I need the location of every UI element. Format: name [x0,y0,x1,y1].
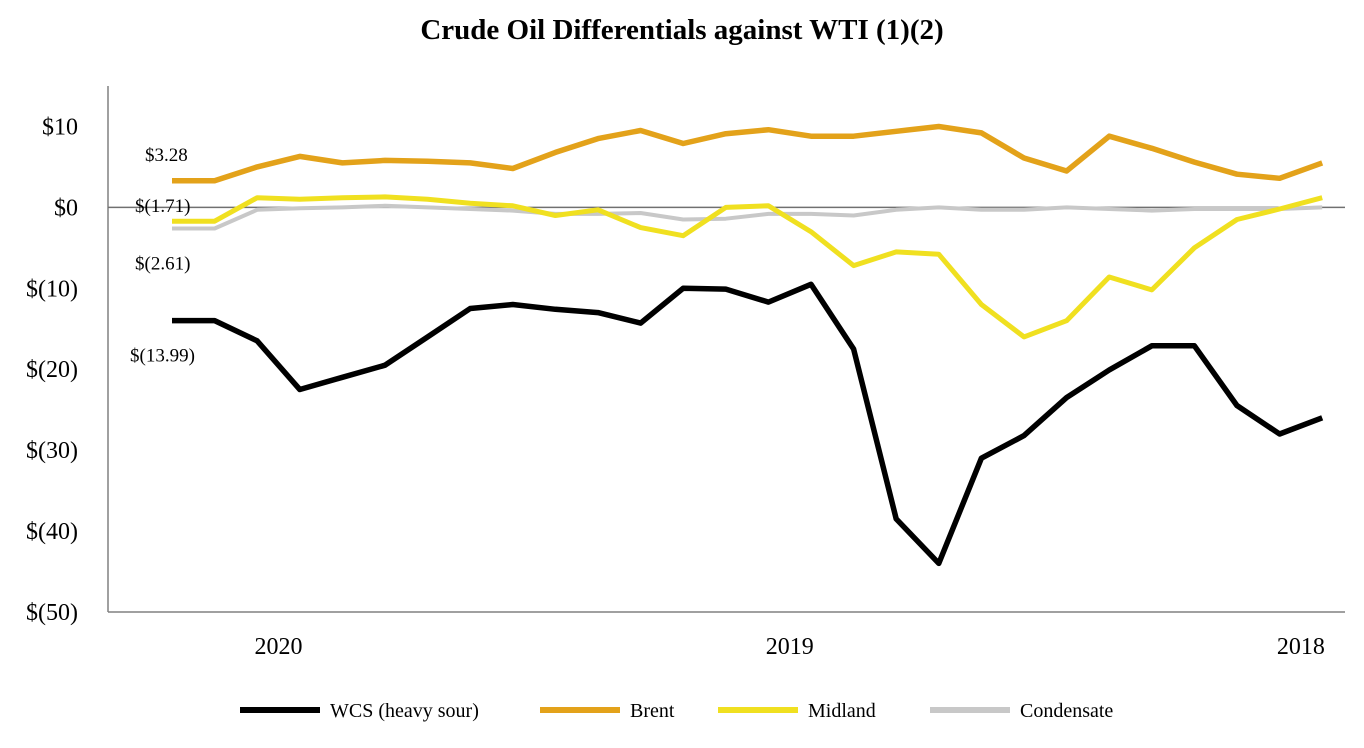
data-label: $(1.71) [135,196,190,217]
legend-label: Midland [808,700,876,722]
y-tick-label: $(40) [26,519,78,545]
x-tick-label: 2020 [255,634,303,660]
series-line-wcs-heavy-sour [172,281,1324,567]
data-label: $(13.99) [130,346,195,367]
y-tick-label: $(50) [26,600,78,626]
series-lines [172,123,1324,567]
data-label: $(2.61) [135,254,190,275]
legend: WCS (heavy sour) Brent Midland Condensate [240,700,1113,722]
y-tick-label: $0 [54,195,78,221]
data-label: $3.28 [145,145,188,166]
y-tick-label: $(30) [26,438,78,464]
x-tick-label: 2018 [1277,634,1325,660]
legend-label: WCS (heavy sour) [330,700,479,722]
chart-title: Crude Oil Differentials against WTI (1)(… [420,14,944,46]
legend-label: Brent [630,700,675,722]
series-line-condensate [172,203,1323,231]
axes: $10 $0 $(10) $(20) $(30) $(40) $(50) 2020 2019 20… [26,86,1345,660]
data-labels: $3.28 $(1.71) $(2.61) $(13.99) [130,145,195,367]
y-tick-label: $10 [42,114,78,140]
y-tick-label: $(10) [26,276,78,302]
series-line-midland [172,194,1323,340]
y-tick-label: $(20) [26,357,78,383]
series-line-brent [172,123,1324,184]
x-tick-label: 2019 [766,634,814,660]
legend-label: Condensate [1020,700,1113,722]
